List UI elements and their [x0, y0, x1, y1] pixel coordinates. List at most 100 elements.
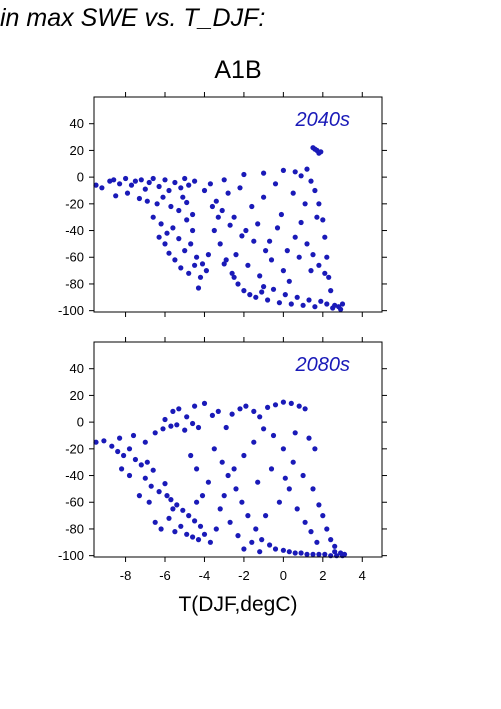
data-point — [290, 190, 296, 196]
data-point — [286, 278, 292, 284]
data-point — [302, 519, 308, 525]
data-point — [304, 241, 310, 247]
data-point — [306, 435, 312, 441]
data-point — [261, 194, 267, 200]
data-point — [188, 241, 194, 247]
data-point — [190, 534, 196, 540]
data-point — [257, 414, 263, 420]
data-point — [182, 175, 188, 182]
data-point — [213, 198, 219, 204]
data-point — [205, 252, 211, 258]
data-point — [194, 466, 200, 472]
data-point — [186, 270, 192, 276]
data-point — [231, 466, 237, 472]
data-point — [247, 292, 253, 298]
data-point — [328, 553, 334, 559]
data-point — [310, 252, 316, 258]
data-point — [270, 432, 277, 439]
data-point — [298, 550, 304, 556]
data-point — [263, 248, 269, 254]
data-point — [320, 217, 326, 223]
data-point — [253, 294, 259, 300]
data-point — [124, 190, 131, 196]
data-point — [270, 286, 277, 292]
data-point — [316, 150, 322, 156]
data-point — [280, 547, 286, 553]
data-point — [282, 475, 288, 481]
data-point — [144, 459, 150, 465]
data-point — [280, 167, 286, 173]
data-point — [302, 201, 308, 207]
x-tick-label: 2 — [319, 568, 326, 583]
data-point — [142, 475, 148, 481]
data-point — [123, 175, 129, 182]
data-point — [231, 274, 237, 280]
y-tick-label: -40 — [65, 468, 84, 483]
data-point — [156, 489, 162, 495]
data-point — [221, 493, 227, 499]
data-point — [172, 529, 178, 535]
data-point — [117, 435, 123, 441]
data-point — [332, 549, 338, 555]
data-point — [338, 306, 344, 312]
data-point — [219, 207, 225, 214]
data-point — [314, 214, 320, 220]
data-point — [190, 420, 196, 427]
y-tick-label: 40 — [70, 361, 84, 376]
data-point — [300, 472, 306, 479]
data-point — [164, 230, 170, 236]
data-point — [146, 499, 152, 505]
data-point — [213, 526, 219, 532]
data-point — [225, 472, 231, 479]
data-point — [182, 427, 188, 433]
data-point — [314, 539, 320, 545]
y-tick-label: -100 — [58, 303, 84, 318]
data-point — [126, 472, 133, 479]
page-title: in max SWE vs. T_DJF: — [0, 4, 266, 32]
data-point — [241, 171, 247, 178]
data-point — [205, 479, 211, 485]
data-point — [302, 406, 308, 412]
data-point — [219, 459, 225, 465]
data-point — [207, 539, 213, 545]
data-point — [312, 146, 318, 152]
data-point — [136, 195, 142, 202]
x-tick-label: 0 — [280, 568, 287, 583]
data-point — [233, 486, 239, 492]
data-point — [190, 227, 196, 234]
data-point — [265, 404, 271, 410]
data-point — [150, 175, 156, 182]
data-point — [190, 211, 196, 218]
data-point — [320, 513, 326, 519]
data-point — [150, 214, 156, 220]
data-point — [326, 274, 332, 280]
data-point — [162, 177, 168, 183]
data-point — [322, 270, 328, 276]
data-point — [338, 550, 344, 556]
y-tick-label: -60 — [65, 250, 84, 265]
data-point — [180, 507, 186, 513]
data-point — [121, 452, 127, 459]
data-point — [113, 193, 119, 199]
data-point — [184, 199, 190, 206]
data-point — [265, 297, 271, 303]
data-point — [312, 304, 318, 310]
data-point — [192, 403, 198, 409]
data-point — [172, 257, 178, 263]
data-point — [192, 178, 198, 184]
data-point — [138, 462, 144, 468]
data-point — [306, 297, 312, 303]
data-point — [150, 467, 156, 473]
data-point — [308, 529, 314, 535]
data-point — [176, 406, 182, 412]
data-point — [296, 254, 302, 260]
data-point — [304, 551, 310, 557]
data-point — [201, 400, 208, 406]
data-point — [138, 177, 144, 183]
data-point — [339, 301, 346, 307]
data-point — [186, 182, 192, 188]
data-point — [251, 439, 257, 445]
data-point — [166, 187, 172, 194]
x-tick-label: -2 — [238, 568, 250, 583]
